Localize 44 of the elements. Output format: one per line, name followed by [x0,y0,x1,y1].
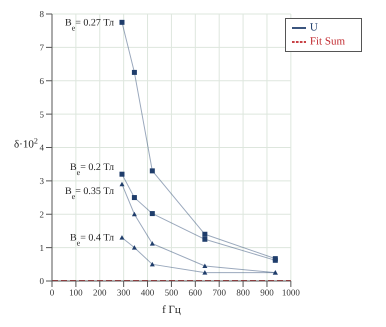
y-axis-title: δ·10$^{2}$ [14,136,38,150]
x-tick-label: 700 [212,287,226,298]
point [202,270,208,275]
x-tick-label: 900 [260,287,274,298]
point [132,245,137,250]
y-tick-label: 5 [40,109,44,120]
y-tick-label: 0 [40,276,44,286]
point [132,70,137,75]
y-tick-label: 7 [40,42,44,53]
point [150,262,155,266]
point [119,182,124,186]
y-tick-label: 6 [40,76,44,86]
point [119,235,124,240]
x-tick-label: 100 [69,287,84,298]
point [150,211,155,216]
x-tick-label: 300 [116,287,131,298]
x-tick-label: 400 [140,287,155,298]
legend-label: U [310,22,318,34]
point [150,168,155,174]
x-tick-label: 1000 [282,287,300,298]
legend-label: Fit Sum [310,36,345,48]
x-tick-label: 0 [50,287,55,298]
x-tick-label: 500 [164,287,179,298]
y-tick-label: 2 [40,209,44,220]
annotation: B$_{e}$= 0.35 Тл [64,186,114,201]
point [119,172,124,177]
annotation: B$_{e}$= 0.2 Тл [70,162,114,177]
point [132,212,137,216]
y-tick-label: 8 [40,9,44,20]
y-tick-label: 3 [40,176,44,186]
point [202,236,208,242]
y-tick-label: 1 [40,242,44,253]
point [202,232,208,237]
point [119,20,124,25]
x-tick-label: 200 [93,287,108,298]
x-tick-label: 600 [188,287,203,298]
point [150,241,155,246]
annotation: B$_{e}$= 0.4 Тл [70,232,114,248]
x-axis-title: f Гц [162,304,181,316]
point [202,263,208,268]
point [132,195,137,200]
y-tick-label: 4 [40,142,44,153]
x-tick-label: 800 [236,287,250,298]
annotation: B$_{e}$= 0.27 Тл [64,17,114,32]
